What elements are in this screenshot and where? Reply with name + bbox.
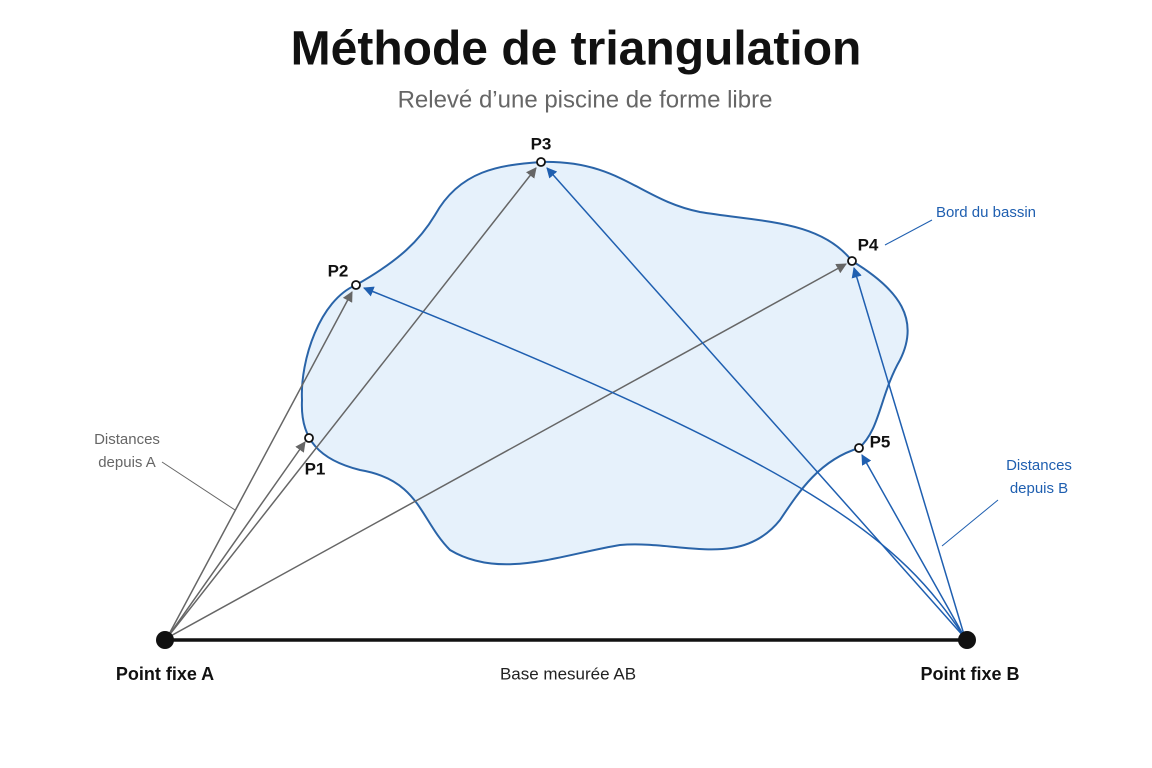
point-a: [156, 631, 174, 649]
pool-outline: [300, 160, 909, 566]
annotation: depuis B: [1010, 480, 1068, 497]
annotation: depuis A: [98, 454, 156, 471]
point-label: P5: [870, 432, 891, 451]
title: Méthode de triangulation: [291, 23, 862, 76]
point-label: P1: [305, 459, 326, 478]
leader: [884, 219, 933, 246]
annotation: Distances: [1006, 457, 1072, 474]
leader: [161, 461, 236, 511]
point-label: P3: [531, 134, 552, 153]
fixed-point-label: Point fixe A: [116, 664, 214, 684]
survey-points: [304, 157, 864, 453]
point-b: [958, 631, 976, 649]
annotation: Bord du bassin: [936, 204, 1036, 221]
subtitle: Relevé d’une piscine de forme libre: [398, 86, 773, 113]
point-label: P4: [858, 235, 879, 254]
fixed-point-label: Point fixe B: [920, 664, 1019, 684]
distances-from-a: [166, 167, 847, 639]
annotation: Distances: [94, 431, 160, 448]
base-label: Base mesurée AB: [500, 664, 636, 683]
leader: [941, 499, 999, 547]
distances-from-b: [363, 167, 966, 639]
point-label: P2: [328, 261, 349, 280]
